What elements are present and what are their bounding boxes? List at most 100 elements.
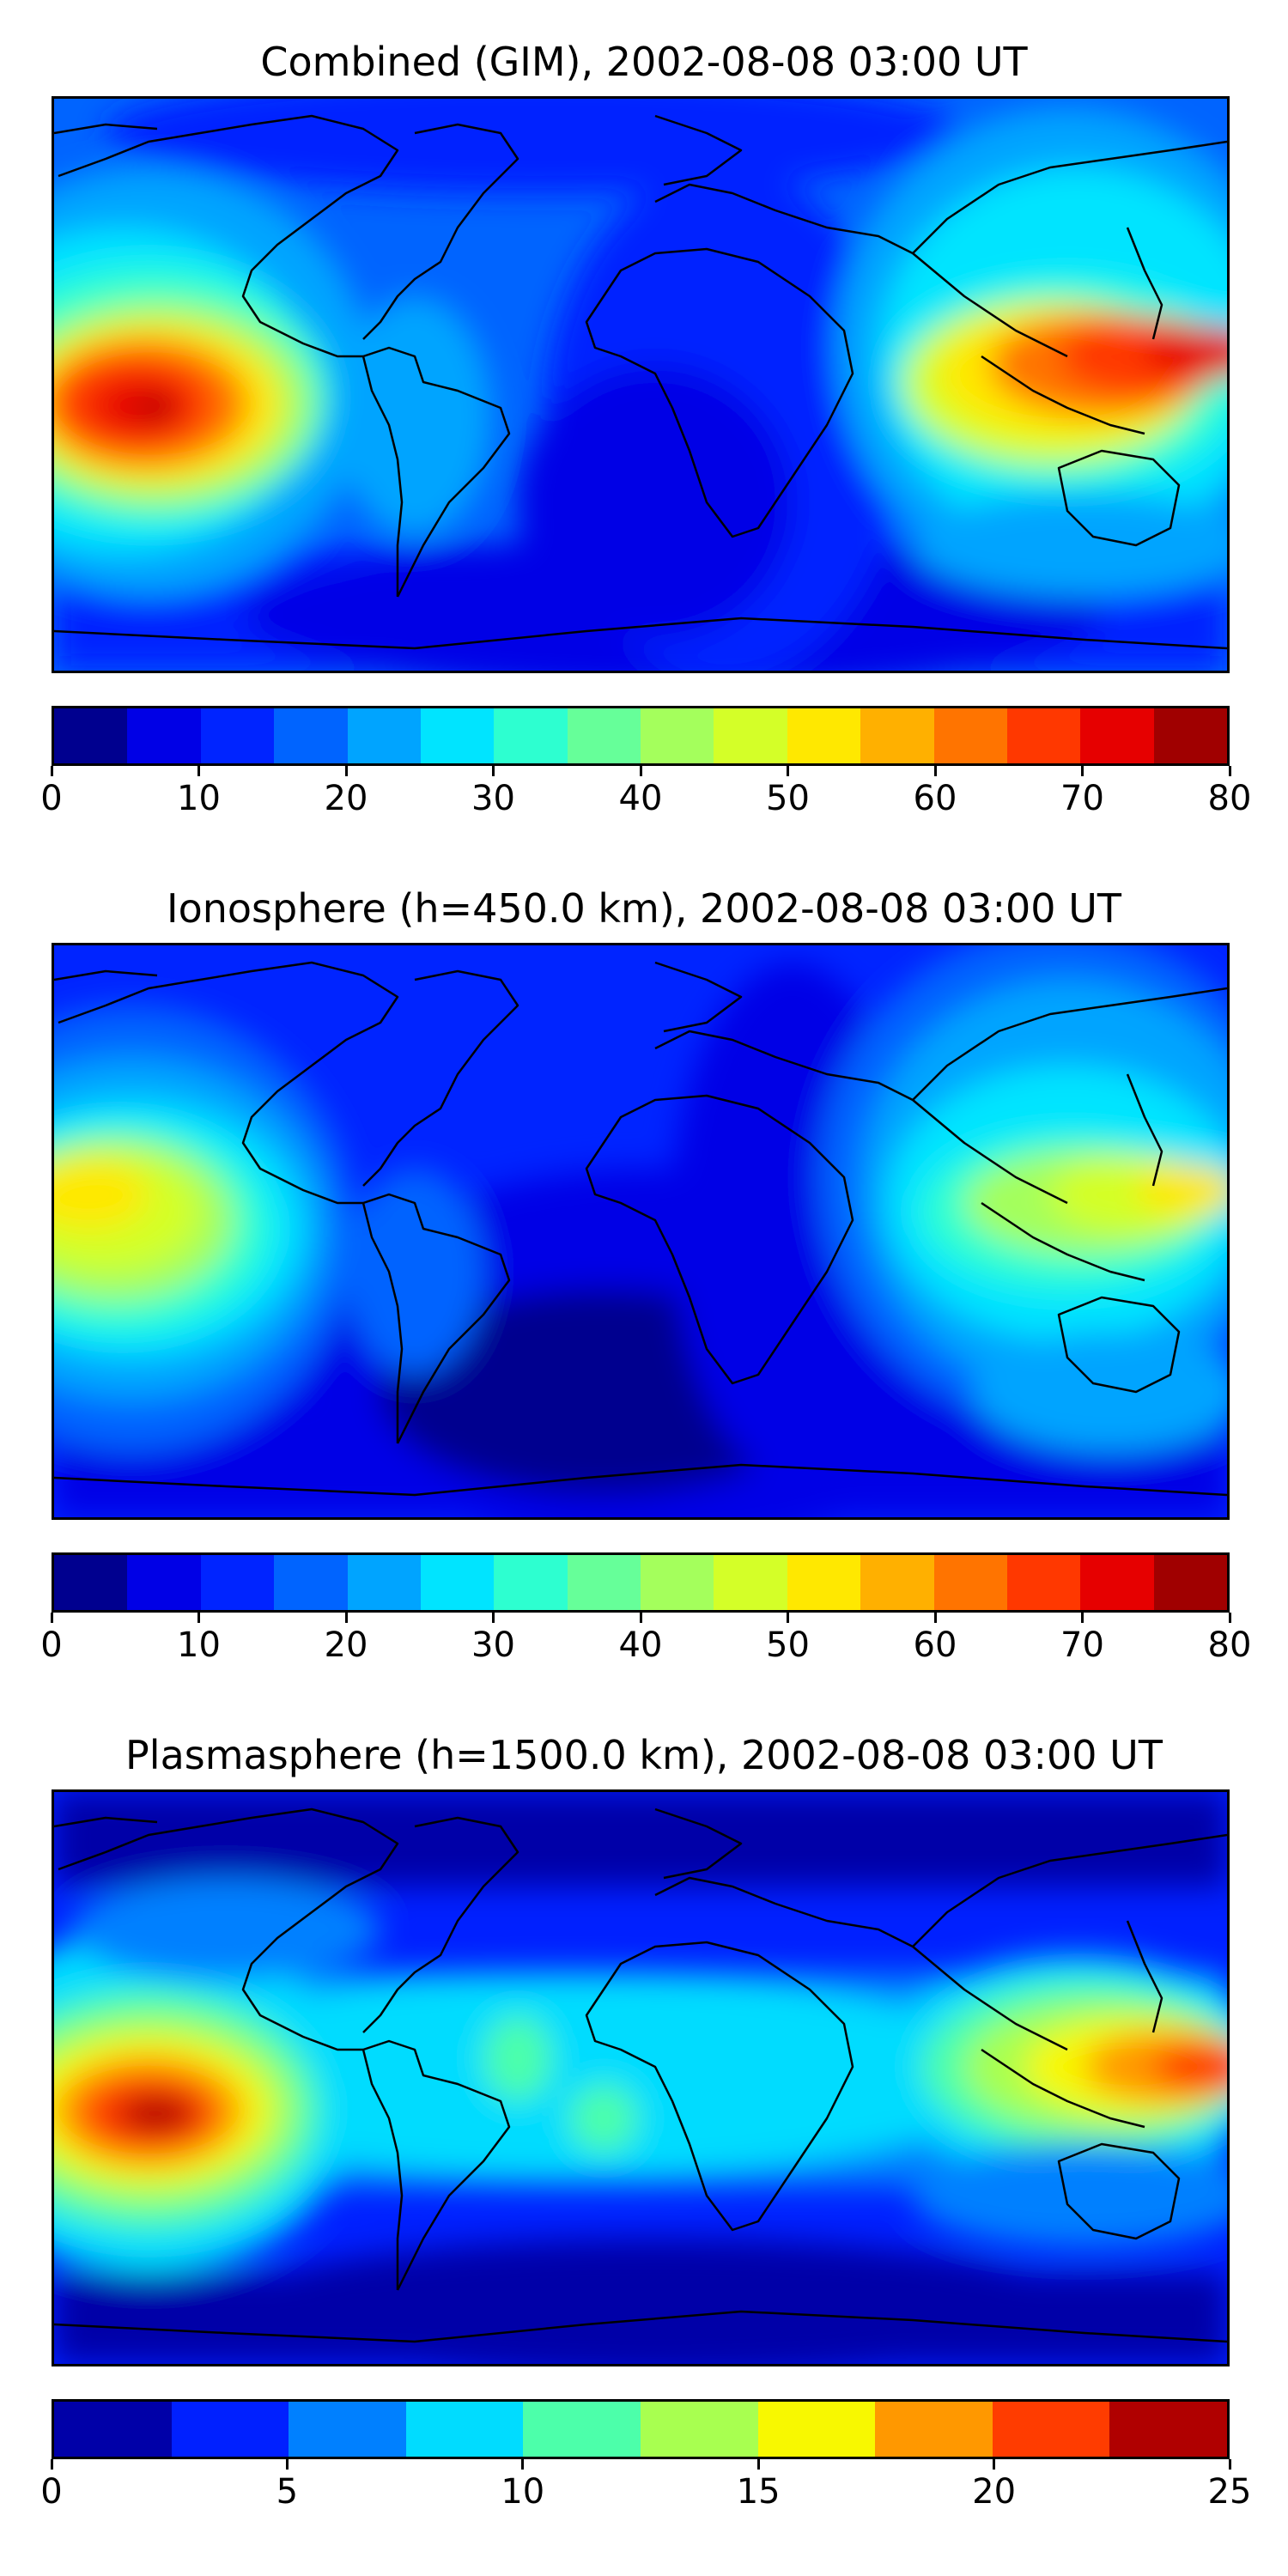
- colorbar-segment: [714, 1555, 787, 1610]
- colorbar-segment: [992, 2402, 1110, 2457]
- colorbar-tick-label: 40: [618, 1625, 663, 1665]
- colorbar-tick-label: 20: [324, 779, 368, 818]
- colorbar-segment: [420, 708, 495, 763]
- colorbar-segment: [523, 2402, 641, 2457]
- colorbar-tick-label: 0: [40, 1625, 63, 1665]
- colorbar-tick-mark: [1081, 766, 1084, 776]
- colorbar-combined: [52, 706, 1230, 766]
- colorbar-tick-label: 60: [913, 1625, 957, 1665]
- colorbar-segment: [1006, 708, 1081, 763]
- map-plasmasphere: [52, 1789, 1230, 2366]
- colorbar-ticks-ionosphere: 0 10 20 30 40 50 60 70 80: [40, 1613, 1251, 1665]
- colorbar-segment: [641, 708, 714, 763]
- colorbar-segment: [405, 2402, 524, 2457]
- colorbar-ticks-combined: 0 10 20 30 40 50 60 70 80: [40, 766, 1251, 818]
- colorbar-segment: [54, 708, 128, 763]
- colorbar-tick-label: 50: [766, 779, 810, 818]
- colorbar-tick-mark: [639, 1613, 642, 1623]
- colorbar-segment: [757, 2402, 876, 2457]
- colorbar-tick-mark: [492, 766, 495, 776]
- colorbar-ticks-plasmasphere: 0 5 10 15 20 25: [40, 2459, 1251, 2512]
- colorbar-segment: [933, 708, 1007, 763]
- colorbar-tick-mark: [1228, 1613, 1231, 1623]
- colorbar-tick-mark: [197, 1613, 200, 1623]
- map-ionosphere: [52, 943, 1230, 1520]
- colorbar-tick-mark: [285, 2459, 289, 2470]
- colorbar-segment: [1153, 1555, 1227, 1610]
- colorbar-segment: [127, 708, 201, 763]
- colorbar-tick-label: 0: [40, 2472, 63, 2512]
- colorbar-segment: [1006, 1555, 1081, 1610]
- colorbar-segment: [171, 2402, 289, 2457]
- colorbar-segment: [347, 1555, 421, 1610]
- colorbar-tick-mark: [1228, 2459, 1231, 2470]
- colorbar-segment: [274, 1555, 348, 1610]
- colorbar-tick-mark: [787, 1613, 789, 1623]
- colorbar-tick-mark: [933, 1613, 937, 1623]
- colorbar-segment: [1080, 708, 1154, 763]
- colorbar-tick-label: 30: [471, 1625, 515, 1665]
- colorbar-ionosphere: [52, 1552, 1230, 1613]
- colorbar-segment: [567, 708, 641, 763]
- colorbar-tick-mark: [197, 766, 200, 776]
- colorbar-plasmasphere: [52, 2399, 1230, 2459]
- colorbar-tick-label: 30: [471, 779, 515, 818]
- colorbar-tick-mark: [1081, 1613, 1084, 1623]
- colorbar-segment: [1109, 2402, 1227, 2457]
- colorbar-segment: [1080, 1555, 1154, 1610]
- colorbar-segment: [714, 708, 787, 763]
- panel-title-plasmasphere: Plasmasphere (h=1500.0 km), 2002-08-08 0…: [125, 1732, 1163, 1778]
- colorbar-tick-label: 70: [1060, 779, 1104, 818]
- colorbar-tick-label: 20: [324, 1625, 368, 1665]
- colorbar-segment: [640, 2402, 758, 2457]
- colorbar-tick-label: 10: [177, 1625, 221, 1665]
- map-combined: [52, 96, 1230, 673]
- colorbar-segment: [787, 1555, 861, 1610]
- colorbar-tick-mark: [993, 2459, 996, 2470]
- colorbar-tick-mark: [492, 1613, 495, 1623]
- colorbar-segment: [347, 708, 421, 763]
- colorbar-segment: [787, 708, 861, 763]
- colorbar-segment: [420, 1555, 495, 1610]
- colorbar-segment: [875, 2402, 993, 2457]
- colorbar-tick-label: 80: [1207, 1625, 1252, 1665]
- colorbar-tick-label: 5: [276, 2472, 299, 2512]
- colorbar-segment: [127, 1555, 201, 1610]
- colorbar-segment: [54, 1555, 128, 1610]
- colorbar-segment: [289, 2402, 406, 2457]
- colorbar-segment: [641, 1555, 714, 1610]
- colorbar-tick-label: 10: [177, 779, 221, 818]
- colorbar-segment: [274, 708, 348, 763]
- colorbar-tick-label: 0: [40, 779, 63, 818]
- colorbar-tick-mark: [344, 1613, 348, 1623]
- colorbar-tick-mark: [1228, 766, 1231, 776]
- colorbar-tick-label: 80: [1207, 779, 1252, 818]
- colorbar-tick-mark: [344, 766, 348, 776]
- colorbar-segment: [860, 708, 934, 763]
- colorbar-tick-mark: [933, 766, 937, 776]
- colorbar-segment: [494, 1555, 568, 1610]
- colorbar-tick-mark: [50, 2459, 53, 2470]
- colorbar-segment: [200, 1555, 275, 1610]
- colorbar-tick-label: 40: [618, 779, 663, 818]
- panel-title-combined: Combined (GIM), 2002-08-08 03:00 UT: [260, 39, 1028, 85]
- colorbar-segment: [200, 708, 275, 763]
- colorbar-tick-label: 50: [766, 1625, 810, 1665]
- colorbar-segment: [1153, 708, 1227, 763]
- colorbar-tick-mark: [639, 766, 642, 776]
- colorbar-tick-mark: [756, 2459, 760, 2470]
- colorbar-segment: [494, 708, 568, 763]
- colorbar-tick-mark: [50, 1613, 53, 1623]
- colorbar-segment: [860, 1555, 934, 1610]
- colorbar-tick-label: 60: [913, 779, 957, 818]
- colorbar-segment: [933, 1555, 1007, 1610]
- colorbar-tick-mark: [787, 766, 789, 776]
- colorbar-tick-mark: [521, 2459, 525, 2470]
- colorbar-tick-label: 20: [972, 2472, 1017, 2512]
- colorbar-tick-mark: [50, 766, 53, 776]
- panel-title-ionosphere: Ionosphere (h=450.0 km), 2002-08-08 03:0…: [167, 885, 1121, 932]
- colorbar-tick-label: 70: [1060, 1625, 1104, 1665]
- colorbar-segment: [54, 2402, 172, 2457]
- colorbar-segment: [567, 1555, 641, 1610]
- colorbar-tick-label: 15: [736, 2472, 781, 2512]
